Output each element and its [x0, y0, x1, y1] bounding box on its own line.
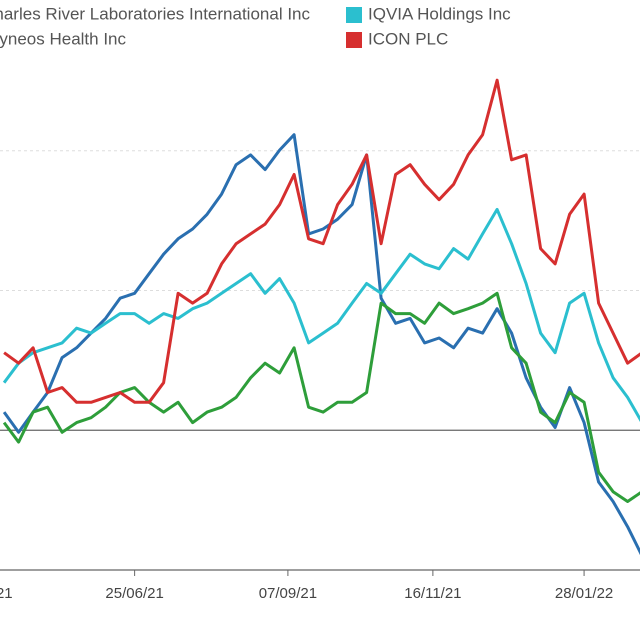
series-line [2, 133, 640, 556]
legend-item: Syneos Health Inc [0, 29, 126, 48]
legend-label: Syneos Health Inc [0, 29, 126, 48]
x-tick-label: 07/09/21 [259, 585, 317, 602]
series-line [2, 291, 640, 503]
x-tick-label: 13/04/21 [0, 585, 13, 602]
legend-item: ICON PLC [346, 29, 448, 48]
legend-item: Charles River Laboratories International… [0, 4, 310, 23]
legend-label: Charles River Laboratories International… [0, 4, 310, 23]
x-tick-label: 16/11/21 [404, 585, 461, 602]
legend-item: IQVIA Holdings Inc [346, 4, 511, 23]
legend-label: ICON PLC [368, 29, 448, 48]
x-tick-label: 28/01/22 [555, 585, 613, 602]
legend-swatch [346, 7, 362, 23]
legend-label: IQVIA Holdings Inc [368, 4, 511, 23]
series-line [2, 207, 640, 422]
legend-swatch [346, 32, 362, 48]
series-line [3, 78, 640, 404]
x-tick-label: 25/06/21 [105, 585, 163, 602]
